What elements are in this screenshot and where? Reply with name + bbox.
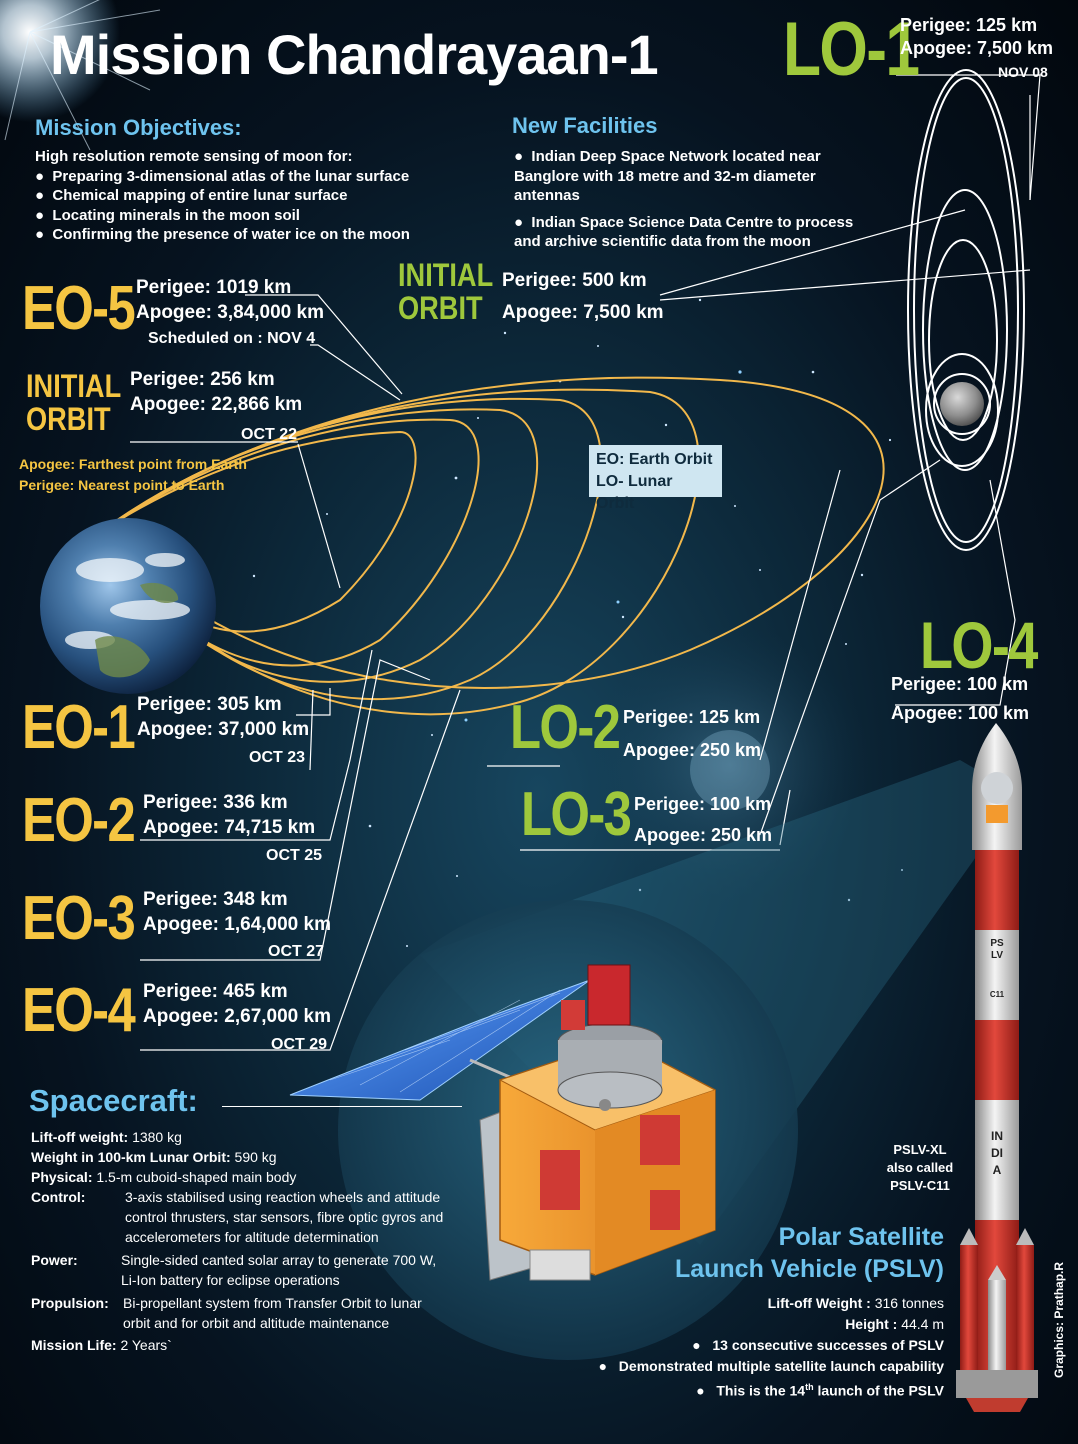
eo4-values: Perigee: 465 km Apogee: 2,67,000 km	[143, 981, 331, 1027]
spec-row: Weight in 100-km Lunar Orbit: 590 kg	[31, 1149, 277, 1165]
facility-item: ● Indian Deep Space Network located near…	[514, 148, 821, 204]
lunar-orbit-lines	[907, 69, 1025, 551]
lo4-values: Perigee: 100 km Apogee: 100 km	[891, 674, 1030, 723]
rocket-body-code: C11	[989, 990, 1005, 999]
facilities-heading: New Facilities	[512, 113, 658, 138]
pslv-bullet: ● This is the 14th launch of the PSLV	[696, 1382, 944, 1399]
objective-item: ● Preparing 3-dimensional atlas of the l…	[35, 167, 410, 185]
lo1-values: Perigee: 125 km Apogee: 7,500 km	[900, 15, 1054, 58]
earth-initial-orbit-date: OCT 22	[241, 426, 298, 443]
moon-image	[940, 382, 984, 426]
objectives-heading: Mission Objectives:	[35, 115, 242, 140]
rocket-body-text: PSLV	[990, 938, 1004, 961]
objective-item: ● Confirming the presence of water ice o…	[35, 226, 410, 243]
eo4-date: OCT 29	[271, 1036, 328, 1053]
eo1-date: OCT 23	[249, 749, 306, 766]
orbit-legend: EO: Earth Orbit LO- Lunar Orbit	[589, 445, 722, 512]
leader-lines	[130, 74, 1041, 1051]
lo2-values: Perigee: 125 km Apogee: 250 km	[623, 707, 762, 760]
pslv-heading: Polar Satellite Launch Vehicle (PSLV)	[674, 1223, 944, 1283]
spacecraft-heading: Spacecraft:	[29, 1083, 198, 1118]
objective-item: ● Locating minerals in the moon soil	[35, 206, 300, 224]
eo2-label: EO-2	[22, 786, 136, 855]
eo2-values: Perigee: 336 km Apogee: 74,715 km	[143, 792, 316, 838]
perigee-definition: Perigee: Nearest point to Earth	[19, 477, 225, 493]
lunar-initial-orbit-values: Perigee: 500 km Apogee: 7,500 km	[502, 270, 664, 323]
spec-row: Propulsion: Bi-propellant system from Tra…	[31, 1295, 422, 1331]
lo3-label: LO-3	[521, 780, 632, 849]
rocket-caption: PSLV-XL also called PSLV-C11	[886, 1142, 954, 1193]
lunar-orbit-lo1	[907, 69, 1025, 551]
earth-initial-orbit-label: INITIAL ORBIT	[26, 368, 122, 437]
orbit-eo1	[99, 418, 480, 667]
rocket-country-text: INDIA	[991, 1129, 1003, 1177]
objectives-list: High resolution remote sensing of moon f…	[35, 147, 475, 245]
pslv-liftoff: Lift-off Weight : 316 tonnes	[767, 1295, 944, 1311]
objective-item: ● Chemical mapping of entire lunar surfa…	[35, 187, 348, 204]
earth-initial-orbit-values: Perigee: 256 km Apogee: 22,866 km	[130, 369, 303, 415]
eo1-label: EO-1	[22, 693, 136, 762]
page-title: Mission Chandrayaan-1	[50, 23, 659, 86]
spec-row: Mission Life: 2 Years`	[31, 1337, 172, 1353]
pslv-details: Lift-off Weight : 316 tonnes Height : 44…	[599, 1293, 944, 1402]
spacecraft-heading-rule	[222, 1106, 462, 1107]
facilities-list: ● Indian Deep Space Network located near…	[514, 147, 879, 252]
eo3-values: Perigee: 348 km Apogee: 1,64,000 km	[143, 889, 331, 935]
objectives-lead: High resolution remote sensing of moon f…	[35, 148, 353, 165]
lo2-label: LO-2	[510, 693, 621, 762]
eo2-date: OCT 25	[266, 847, 323, 864]
lo3-values: Perigee: 100 km Apogee: 250 km	[634, 794, 773, 845]
graphics-credit: Graphics: Prathap.R	[1052, 1261, 1066, 1378]
lo1-label: LO-1	[783, 7, 920, 92]
lunar-initial-orbit-label: INITIAL ORBIT	[398, 257, 494, 326]
facility-item: ● Indian Space Science Data Centre to pr…	[514, 213, 854, 251]
pslv-bullet: ● 13 consecutive successes of PSLV	[692, 1337, 944, 1353]
eo3-label: EO-3	[22, 884, 136, 953]
apogee-definition: Apogee: Farthest point from Earth	[19, 456, 247, 472]
sun-flare	[0, 0, 120, 122]
lunar-orbit-lo3	[925, 353, 999, 467]
lo4-label: LO-4	[920, 608, 1038, 682]
orbit-eo5	[99, 376, 885, 689]
spacecraft-specs: Lift-off weight: 1380 kg Weight in 100-k…	[31, 1127, 461, 1355]
spec-row: Lift-off weight: 1380 kg	[31, 1129, 182, 1145]
eo1-values: Perigee: 305 km Apogee: 37,000 km	[137, 694, 310, 740]
eo5-label: EO-5	[22, 274, 136, 343]
lunar-orbit-lo2	[928, 239, 998, 441]
eo3-date: OCT 27	[268, 943, 325, 960]
earth-orbit-lines	[99, 376, 885, 716]
spec-row: Control: 3-axis stabilised using reaction…	[31, 1189, 444, 1245]
pslv-height: Height : 44.4 m	[845, 1316, 944, 1332]
lunar-orbit-initial	[922, 189, 1008, 471]
orbit-initial	[99, 430, 417, 633]
spec-row: Power: Single-sided canted solar array to…	[31, 1252, 437, 1288]
eo5-values: Perigee: 1019 km Apogee: 3,84,000 km	[136, 277, 324, 323]
spacecraft-image	[289, 964, 717, 1281]
pslv-rocket-image	[956, 723, 1038, 1412]
spec-row: Physical: 1.5-m cuboid-shaped main body	[31, 1169, 297, 1185]
orbit-eo4	[99, 388, 700, 716]
eo4-label: EO-4	[22, 976, 136, 1045]
eo5-date: Scheduled on : NOV 4	[148, 330, 316, 347]
pslv-bullet: ● Demonstrated multiple satellite launch…	[598, 1358, 944, 1374]
lunar-orbit-lo4	[933, 373, 991, 435]
lo1-date: NOV 08	[998, 64, 1048, 80]
